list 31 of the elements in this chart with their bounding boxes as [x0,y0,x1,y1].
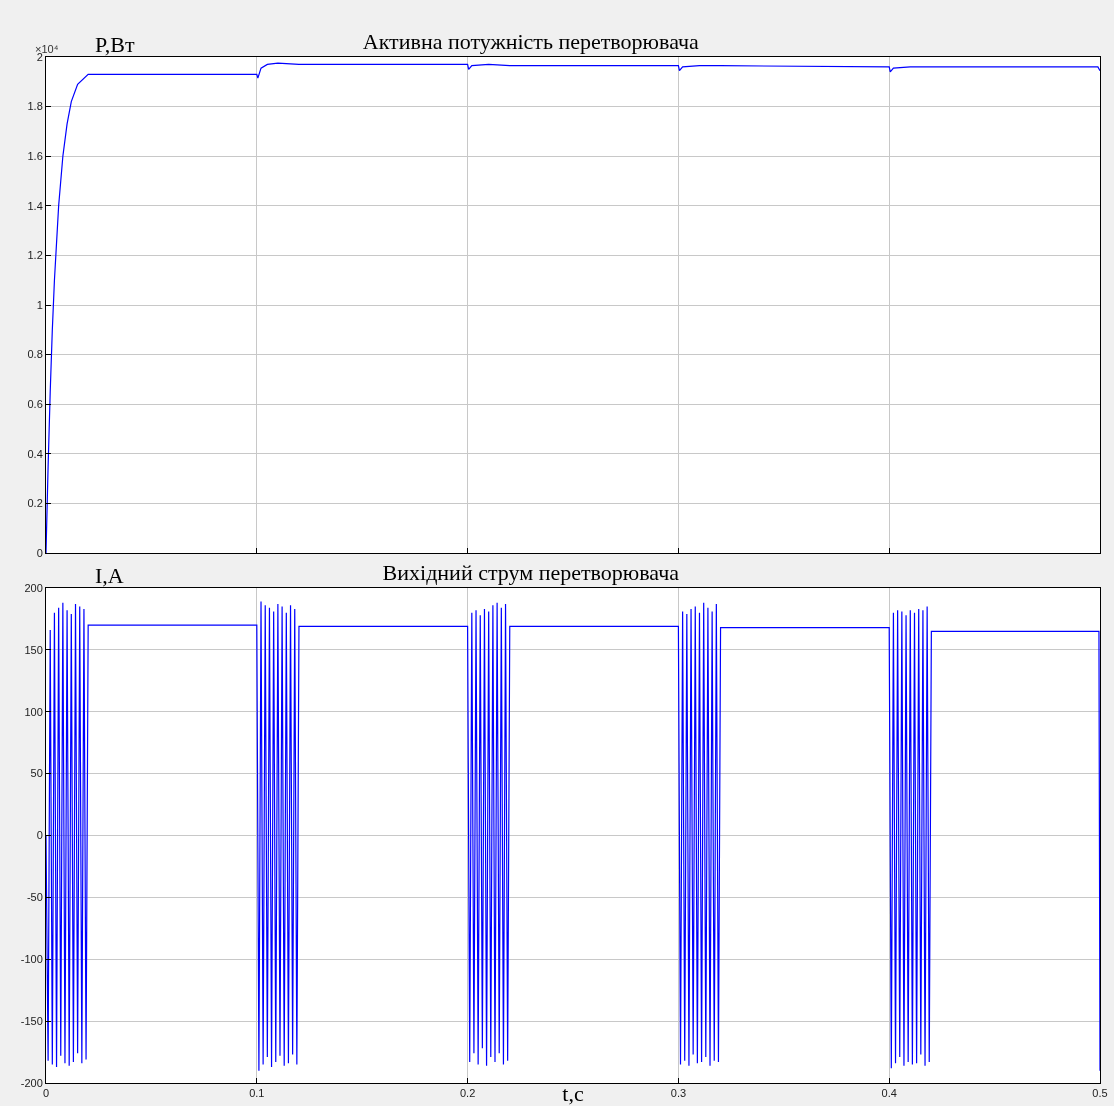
y-tick-label: 200 [24,581,43,594]
x-tick-label: 0.1 [249,1087,265,1100]
y-tick-label: -100 [20,953,43,966]
x-axis-title: t,c [562,1081,584,1106]
y-tick-label: 0.8 [27,348,43,361]
y-tick-label: 0.4 [27,447,43,460]
y-axis-title: P,Вт [95,32,135,57]
y-tick-label: -50 [26,891,43,904]
y-tick-label: 1 [36,298,43,311]
y-tick-label: 50 [30,767,43,780]
y-tick-label: 100 [24,705,43,718]
line-series [46,601,1100,1072]
y-tick-label: 0 [36,546,43,559]
x-tick-label: 0.5 [1092,1087,1108,1100]
x-tick-label: 0.2 [459,1087,476,1100]
y-tick-label: 0 [36,829,43,842]
y-tick-label: 1.2 [27,249,43,262]
y-axis-title: I,A [95,563,124,588]
x-tick-label: 0.3 [670,1087,687,1100]
y-tick-label: 1.6 [27,150,43,163]
line-series [46,62,1100,553]
x-tick-label: 0.4 [881,1087,897,1100]
y-tick-label: 0.2 [27,497,43,510]
y-tick-label: -200 [20,1076,43,1089]
y-tick-label: 1.4 [27,199,43,212]
y-tick-label: -150 [20,1014,43,1027]
y-tick-label: 0.6 [27,398,43,411]
chart-title: Активна потужність перетворювача [362,29,700,54]
y-tick-label: 1.8 [27,100,43,113]
chart-title: Вихідний струм перетворювача [382,560,680,585]
y-tick-label: 150 [24,643,43,656]
